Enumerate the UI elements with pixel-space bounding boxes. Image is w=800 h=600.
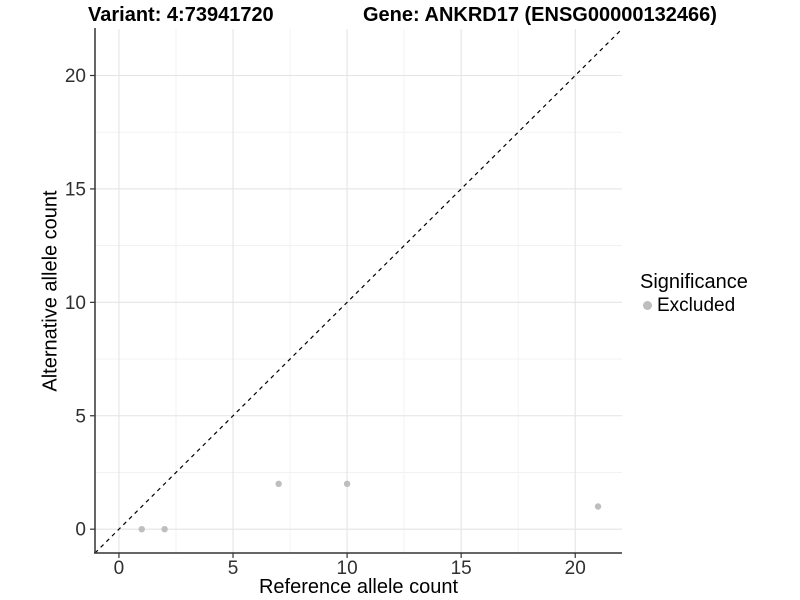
x-tick-labels: 0 5 10 15 20 — [114, 558, 586, 579]
y-tick-labels: 0 5 10 15 20 — [65, 66, 86, 541]
x-tick-label: 20 — [565, 558, 586, 579]
legend-title: Significance — [640, 271, 748, 293]
y-tick-label: 15 — [65, 179, 86, 200]
legend-entry-label: Excluded — [657, 295, 736, 316]
y-axis-title: Alternative allele count — [39, 190, 62, 392]
legend: Significance Excluded — [640, 271, 748, 317]
minor-gridlines — [95, 29, 622, 553]
y-tick-label: 5 — [75, 406, 86, 427]
y-tick-label: 10 — [65, 293, 86, 314]
legend-key-dot-icon — [643, 301, 652, 310]
axis-lines — [94, 28, 622, 554]
data-points — [138, 480, 602, 533]
gene-title: Gene: ANKRD17 (ENSG00000132466) — [363, 4, 717, 26]
x-tick-label: 0 — [114, 558, 125, 579]
data-point — [161, 525, 168, 533]
axis-tick-marks — [90, 74, 576, 558]
x-axis-title: Reference allele count — [258, 576, 458, 598]
variant-title: Variant: 4:73941720 — [88, 4, 274, 26]
y-tick-label: 20 — [65, 66, 86, 87]
major-gridlines — [95, 29, 622, 553]
data-point — [343, 480, 351, 488]
y-tick-label: 0 — [75, 520, 86, 541]
x-tick-label: 15 — [451, 558, 472, 579]
data-point — [275, 480, 282, 488]
data-point — [138, 525, 145, 533]
legend-entry-excluded: Excluded — [640, 295, 748, 316]
identity-dashed-line — [94, 28, 623, 554]
data-point — [594, 503, 602, 510]
x-tick-label: 5 — [228, 558, 239, 579]
x-tick-label: 10 — [337, 558, 358, 579]
